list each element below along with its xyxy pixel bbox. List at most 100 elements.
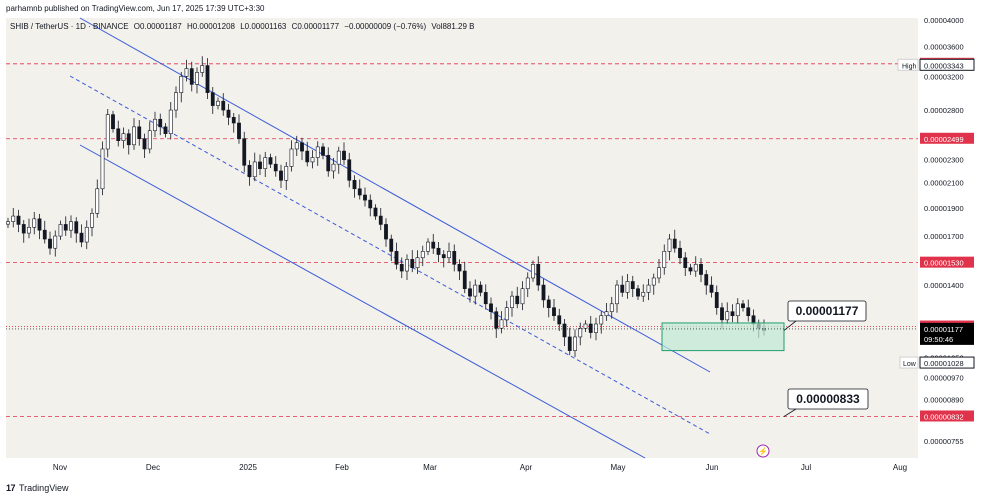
candle-body [373,207,378,217]
candle-body [489,303,493,312]
candle-body [462,270,467,290]
candle-body [310,157,315,163]
candle-body [541,284,546,301]
candle-body [163,126,168,134]
time-tick-label: Mar [423,463,437,472]
candle-body [331,163,336,172]
chart-area[interactable] [6,18,918,458]
candle-body [399,264,404,272]
candle-body [499,319,504,329]
candle-body [651,277,656,286]
candle-body [557,315,562,325]
price-tick-label: 0.00000970 [924,374,964,383]
candle-body [315,146,320,158]
candle-body [142,138,147,150]
candle-body [168,109,173,134]
candle-body [6,221,10,225]
candle-body [132,126,136,146]
channel-upper-line [79,17,711,373]
price-axis[interactable] [918,18,984,458]
candle-body [279,170,283,181]
candle-body [11,215,16,222]
candle-body [604,311,609,317]
candle-body [273,163,278,172]
price-tick-label: 0.00004000 [924,16,964,25]
channel-mid-line [69,75,711,435]
event-lightning-icon [756,444,770,458]
candle-body [342,150,346,161]
candle-body [583,323,588,329]
price-tick-label: 0.00003200 [924,72,964,81]
candle-body [258,161,262,169]
candle-body [567,336,572,351]
candle-body [609,303,614,312]
time-tick-label: Jul [801,463,811,472]
candle-body [216,100,220,106]
candle-body [184,68,189,77]
candle-body [179,76,184,93]
event-lightning-glyph: ⚡ [758,446,768,456]
candle-body [457,264,462,272]
candle-body [226,109,231,118]
support-zone [661,322,785,352]
candle-body [704,274,709,286]
candle-body [126,133,131,146]
candle-body [100,148,105,190]
candle-body [200,65,205,73]
price-tick-label: 0.00002300 [924,156,964,165]
candle-body [515,295,520,305]
candle-body [368,199,373,209]
candle-body [121,133,126,142]
candle-body [27,226,31,234]
time-axis[interactable] [6,458,918,478]
candle-body [237,122,241,139]
candle-body [53,235,58,249]
candle-body [90,213,94,228]
callout-label: 0.00001177 [796,304,859,318]
footer: 17 TradingView [6,483,69,493]
legend-low: L0.00001163 [240,22,287,31]
low-tag-box [899,356,919,369]
candle-body [394,251,399,265]
low-tag: Low [903,361,917,368]
price-tick-label: 0.00001700 [924,232,964,241]
candle-body [741,303,745,309]
candle-body [546,299,551,309]
tradingview-logo-icon[interactable]: 17 [6,483,16,493]
footer-brand[interactable]: TradingView [19,483,69,493]
candle-body [210,92,215,106]
candle-body [441,254,446,259]
candle-body [599,315,604,325]
high-tag-box [897,58,919,71]
candle-body [693,264,698,272]
low-price-label: 0.00001028 [924,359,964,368]
candle-body [525,277,530,290]
legend-close: C0.00001177 [291,22,340,31]
candle-body [63,224,68,231]
candle-body [468,288,472,297]
candle-body [378,215,383,225]
callout-label: 0.00000833 [796,392,860,406]
candle-body [357,188,362,196]
time-tick-label: Aug [893,463,907,472]
time-tick-label: Apr [520,463,533,472]
candle-body [300,142,304,152]
level-price-label: 0.00002499 [924,135,964,144]
candle-body [494,311,499,329]
candle-body [662,251,667,268]
candle-body [347,159,352,181]
level-price-tag [920,256,974,268]
candle-body [620,284,625,293]
candle-body [683,257,688,268]
candle-body [389,238,394,252]
candle-body [205,65,210,93]
candle-body [746,307,751,317]
candle-body [667,238,672,252]
candle-body [384,224,388,240]
candle-body [735,303,740,317]
candle-body [174,92,178,111]
candle-body [363,194,367,201]
legend-symbol: SHIB / TetherUS · 1D · BINANCE [10,22,129,31]
candle-body [436,247,441,255]
